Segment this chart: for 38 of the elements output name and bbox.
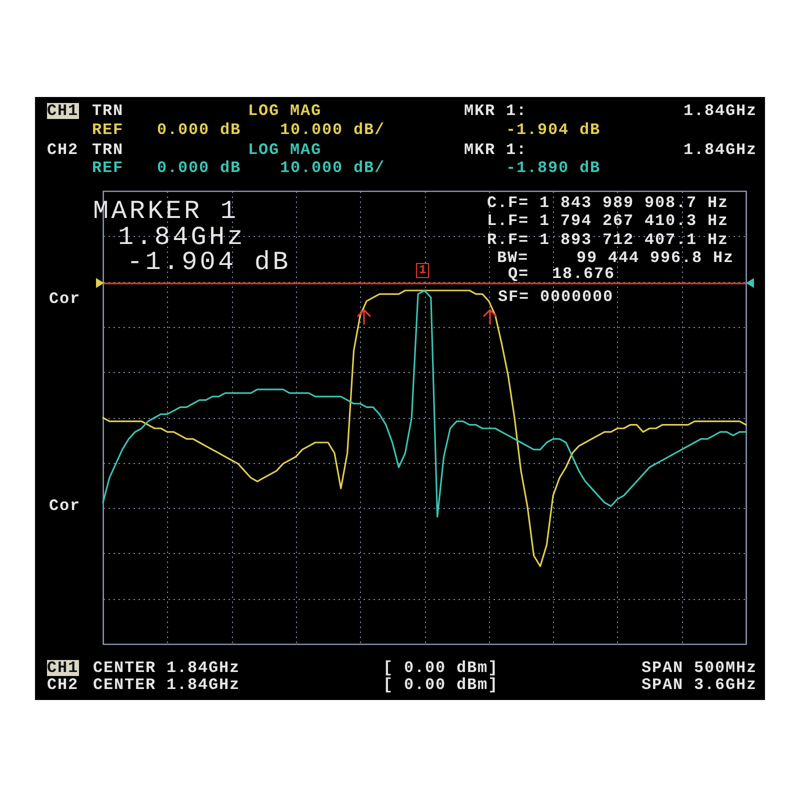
text: CENTER 1.84GHz [93,659,240,677]
text: -1.890 dB [506,159,601,177]
annotation: SF= [498,288,530,306]
text: MKR 1: [464,141,528,159]
text: MKR 1: [464,102,528,120]
text: SPAN 3.6GHz [641,676,757,694]
text: [ 0.00 dBm] [383,659,499,677]
text: -1.904 dB [506,121,601,139]
text: REF [92,159,124,177]
text: CH2 [47,676,79,694]
text: [ 0.00 dBm] [383,676,499,694]
text: LOG MAG [248,102,322,120]
text: 10.000 dB/ [280,121,386,139]
text: 1.84GHz [683,141,757,159]
text: Q= [508,265,530,283]
text: CH1 [47,102,79,120]
text: CH1 [47,659,79,677]
text: 1.84GHz [683,102,757,120]
text: SPAN 500MHz [641,659,757,677]
text: TRN [92,141,124,159]
annotation: 0000000 [540,288,614,306]
text: 0.000 dB [157,121,242,139]
text: L.F= 1 794 267 410.3 Hz [487,212,729,230]
text: 10.000 dB/ [280,159,386,177]
text: 0.000 dB [157,159,242,177]
text: BW= [497,249,529,267]
text: Cor [49,290,81,308]
text: CH2 [47,141,79,159]
text: REF [92,121,124,139]
text: Cor [49,497,81,515]
text: TRN [92,102,124,120]
text: LOG MAG [248,141,322,159]
text: 99 444 996.8 Hz [576,249,734,267]
text: R.F= 1 893 712 407.1 Hz [487,231,729,249]
text: 18.676 [552,265,616,283]
text: 1 [416,263,430,278]
text: CENTER 1.84GHz [93,676,240,694]
text: C.F= 1 843 989 908.7 Hz [487,194,729,212]
